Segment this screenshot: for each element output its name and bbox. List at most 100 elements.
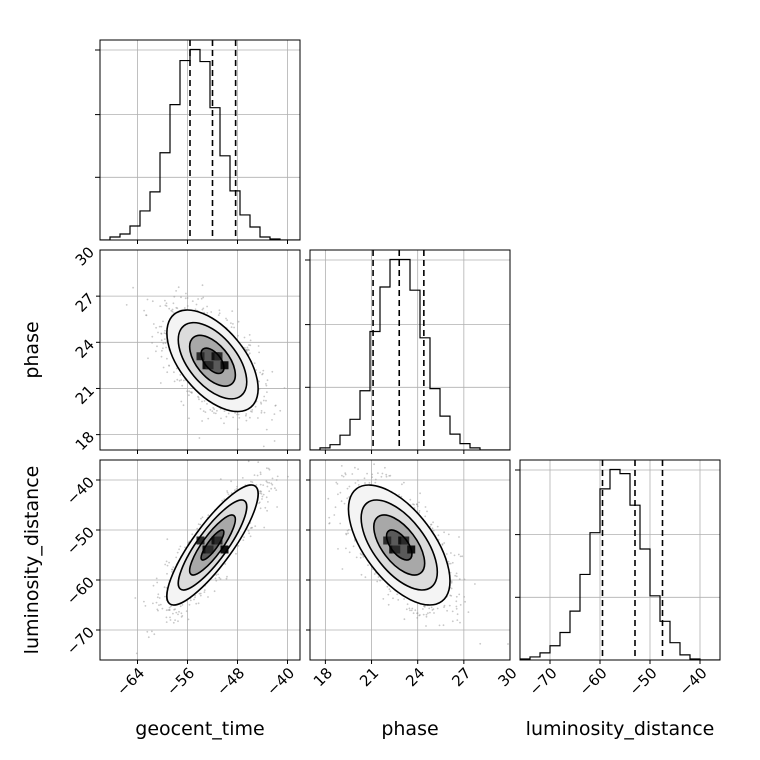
sample-point: [249, 416, 251, 419]
sample-point: [194, 594, 197, 597]
sample-point: [255, 369, 257, 371]
sample-point: [412, 612, 415, 615]
sample-point: [405, 608, 408, 611]
sample-point: [201, 400, 203, 403]
sample-point: [467, 611, 470, 613]
y-axis-label-luminosity_distance: luminosity_distance: [21, 466, 43, 655]
sample-point: [243, 346, 246, 349]
axes-frame-luminosity_distance: [519, 459, 721, 661]
sample-point: [242, 539, 245, 541]
sample-point: [156, 345, 158, 348]
sample-point: [176, 378, 179, 381]
sample-point: [259, 471, 262, 474]
sample-point: [155, 350, 157, 353]
sample-point: [200, 297, 203, 300]
sample-point: [169, 616, 171, 619]
sample-point: [340, 500, 343, 503]
sample-point: [173, 608, 176, 611]
sample-point: [235, 552, 237, 555]
sample-point: [387, 603, 390, 606]
sample-point: [152, 584, 155, 587]
sample-point: [206, 403, 208, 405]
sample-point: [260, 401, 262, 404]
sample-point: [226, 491, 229, 494]
x-tick-label-geocent_time: −48: [213, 664, 248, 699]
sample-point: [261, 498, 263, 500]
sample-point: [237, 334, 239, 337]
sample-point: [201, 284, 204, 287]
sample-point: [371, 476, 373, 479]
sample-point: [264, 506, 267, 509]
sample-point: [438, 624, 441, 627]
sample-point: [276, 475, 279, 478]
sample-point: [388, 475, 391, 477]
sample-point: [162, 320, 164, 323]
x-tick-label-geocent_time: −64: [113, 664, 148, 699]
sample-point: [241, 477, 244, 479]
sample-point: [202, 410, 205, 412]
sample-point: [168, 561, 171, 564]
sample-point: [188, 390, 191, 393]
sample-point: [217, 573, 220, 576]
sample-point: [364, 482, 366, 484]
sample-point: [266, 509, 268, 512]
sample-point: [162, 347, 164, 350]
sample-point: [201, 420, 204, 422]
sample-point: [366, 472, 368, 475]
sample-point: [430, 606, 433, 609]
sample-point: [436, 525, 439, 528]
sample-point: [158, 325, 161, 328]
sample-point: [456, 613, 459, 616]
sample-point: [201, 516, 204, 519]
sample-point: [450, 587, 453, 590]
sample-point: [164, 329, 166, 332]
sample-point: [345, 533, 348, 536]
contour-line-1: [200, 529, 225, 561]
sample-point: [359, 556, 362, 559]
sample-point: [381, 472, 384, 475]
sample-point: [236, 485, 239, 488]
y-tick-label-luminosity_distance: −50: [63, 523, 98, 558]
sample-point: [263, 411, 266, 414]
sample-point: [135, 652, 138, 655]
sample-point: [156, 596, 159, 599]
sample-point: [348, 551, 351, 554]
contour-line-2: [188, 334, 237, 387]
sample-point: [451, 561, 454, 564]
sample-point: [213, 412, 215, 414]
sample-point: [270, 482, 273, 485]
sample-point: [374, 481, 377, 484]
sample-point: [144, 605, 147, 607]
sample-point: [199, 408, 202, 410]
sample-point: [163, 586, 166, 589]
sample-point: [188, 394, 190, 397]
x-tick-label-phase: 18: [310, 664, 336, 690]
sample-point: [145, 314, 148, 317]
contour-line-4: [166, 484, 259, 606]
sample-point: [178, 548, 181, 551]
sample-point: [166, 564, 169, 567]
sample-point: [251, 409, 254, 411]
sample-point: [243, 536, 245, 539]
sample-point: [197, 523, 200, 525]
sample-point: [146, 298, 149, 301]
sample-point: [157, 593, 160, 596]
sample-point: [430, 523, 433, 526]
sample-point: [247, 529, 250, 532]
sample-point: [221, 499, 224, 502]
sample-point: [266, 485, 269, 488]
sample-point: [151, 630, 153, 633]
sample-point: [168, 606, 171, 609]
x-tick-label-phase: 30: [495, 664, 521, 690]
sample-point: [374, 478, 377, 481]
sample-point: [275, 489, 278, 491]
histogram-geocent_time: [95, 39, 301, 244]
sample-point: [459, 555, 462, 558]
sample-point: [266, 481, 269, 484]
sample-point: [271, 419, 273, 421]
sample-point: [403, 598, 405, 600]
sample-point: [464, 600, 466, 603]
y-tick-label-phase: 18: [72, 428, 98, 454]
sample-point: [403, 481, 405, 484]
sample-point: [197, 298, 200, 300]
